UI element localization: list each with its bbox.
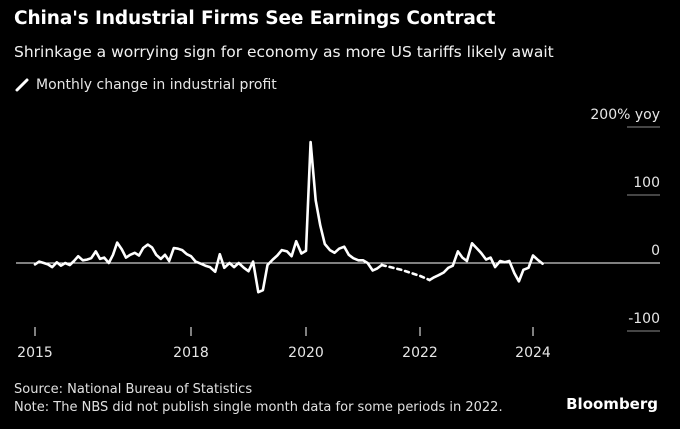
y-tick-label: 200% yoy bbox=[590, 107, 660, 123]
legend-label: Monthly change in industrial profit bbox=[36, 77, 277, 93]
chart-series bbox=[33, 140, 544, 294]
y-tick-label: 0 bbox=[651, 243, 660, 259]
brand-logo: Bloomberg bbox=[566, 395, 658, 413]
legend: Monthly change in industrial profit bbox=[14, 77, 277, 93]
x-tick-label: 2018 bbox=[173, 345, 209, 361]
series-line-segment bbox=[428, 242, 544, 283]
x-tick-label: 2022 bbox=[402, 345, 438, 361]
legend-swatch-icon bbox=[15, 78, 29, 92]
x-tick-label: 2015 bbox=[17, 345, 53, 361]
series-line-segment bbox=[33, 140, 384, 294]
x-tick-label: 2024 bbox=[515, 345, 551, 361]
data-note: Note: The NBS did not publish single mon… bbox=[14, 400, 503, 415]
chart-axes: 200% yoy 100 0 -100 2015 2018 2020 2022 2024 bbox=[16, 107, 660, 361]
chart-subtitle: Shrinkage a worrying sign for economy as… bbox=[14, 43, 554, 61]
x-tick-label: 2020 bbox=[288, 345, 324, 361]
source-note: Source: National Bureau of Statistics bbox=[14, 382, 253, 397]
y-tick-label: -100 bbox=[628, 311, 660, 327]
chart-title: China's Industrial Firms See Earnings Co… bbox=[14, 8, 496, 29]
series-line-dashed-segment bbox=[380, 263, 431, 282]
y-tick-label: 100 bbox=[633, 175, 660, 191]
